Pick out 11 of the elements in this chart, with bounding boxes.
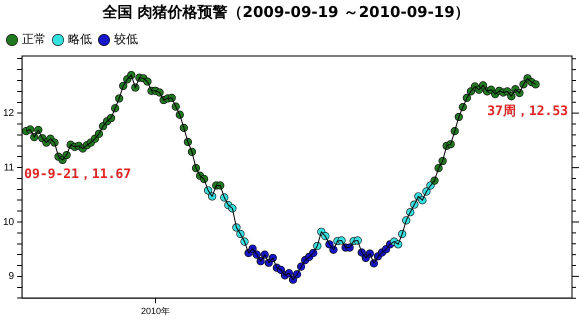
y-tick-label: 9	[8, 271, 15, 282]
legend-label: 略低	[68, 32, 92, 46]
y-tick-label: 10	[3, 216, 15, 228]
legend-label: 较低	[114, 32, 138, 46]
annotation: 09-9-21，11.67	[24, 167, 132, 182]
x-tick-label: 2010年	[141, 306, 170, 316]
chart-title: 全国 肉猪价格预警（2009-09-19 ～2010-09-19）	[101, 2, 470, 21]
legend-label: 正常	[22, 32, 46, 46]
y-tick-label: 11	[4, 162, 15, 174]
y-tick-label: 12	[3, 108, 15, 119]
annotation: 37周，12.53	[487, 104, 568, 120]
